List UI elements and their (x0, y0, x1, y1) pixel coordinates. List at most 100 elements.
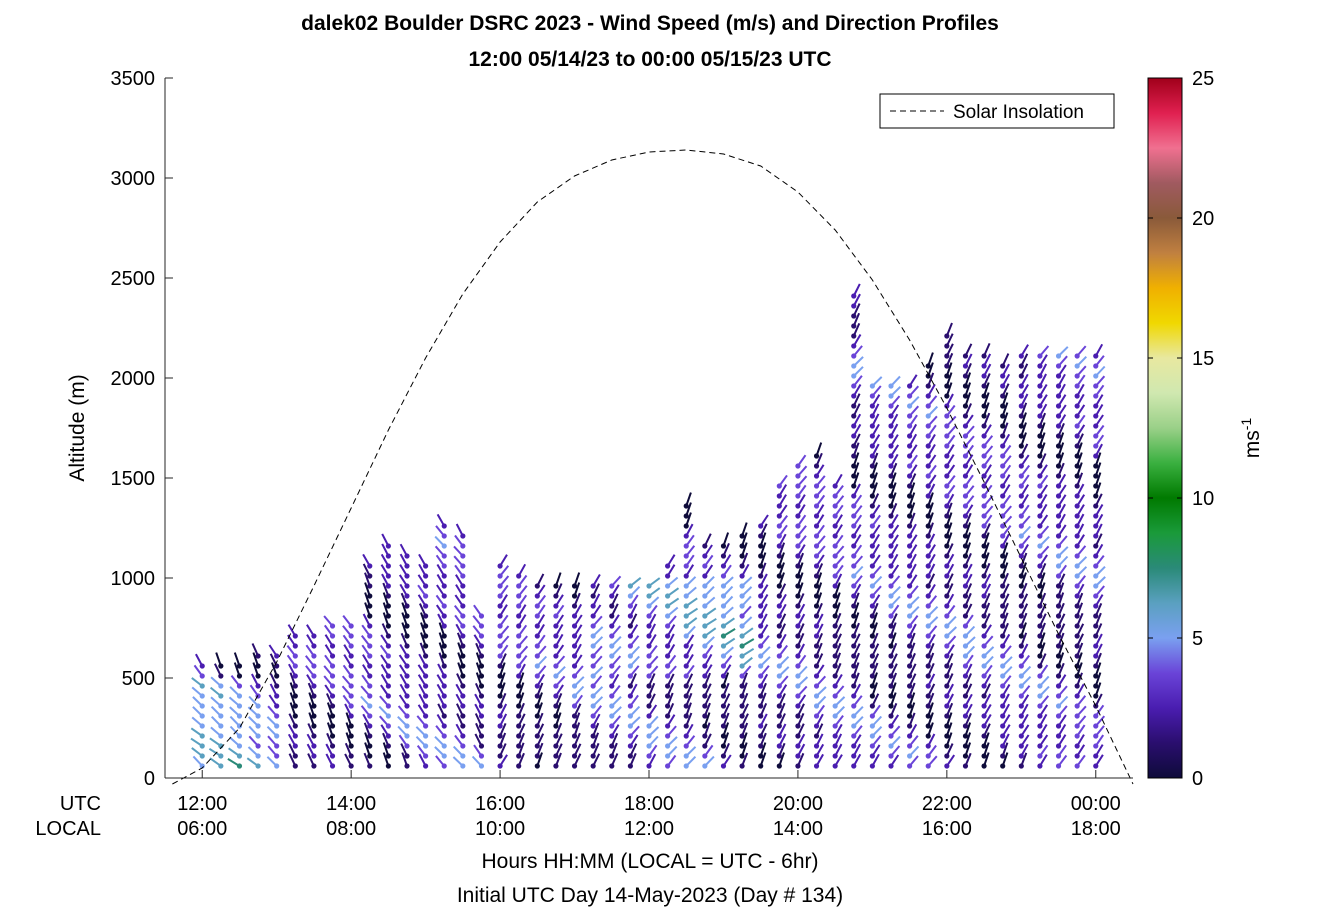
wind-barb-dot (776, 533, 782, 539)
wind-barb-dot (571, 733, 578, 739)
wind-barb-dot (1093, 423, 1099, 429)
wind-barb-dot (460, 603, 466, 609)
wind-barb-dot (571, 693, 578, 699)
wind-barb-dot (1037, 723, 1043, 729)
wind-barb-dot (1055, 373, 1062, 379)
wind-barb-dot (441, 653, 447, 659)
wind-barb-dot (907, 523, 913, 529)
wind-barb-dot (907, 533, 913, 539)
wind-barb-dot (423, 663, 429, 669)
wind-barb-dot (1074, 713, 1080, 719)
wind-barb-dot (739, 723, 745, 729)
wind-barb-dot (367, 683, 373, 689)
wind-barb-dot (739, 563, 745, 569)
wind-barb-dot (534, 663, 540, 669)
wind-barb-dot (553, 633, 559, 639)
wind-barb-dot (627, 623, 633, 629)
wind-barb-dot (590, 603, 596, 609)
wind-barb-dot (813, 473, 820, 479)
wind-barb-dot (1074, 463, 1080, 469)
wind-barb-dot (944, 753, 950, 759)
wind-barb-dot (460, 553, 466, 559)
wind-barb-dot (925, 623, 931, 629)
wind-barb-dot (776, 653, 782, 659)
wind-barb-dot (962, 543, 969, 549)
wind-barb-dot (255, 673, 261, 679)
wind-barb-dot (609, 753, 615, 759)
wind-barb-dot (795, 503, 801, 509)
wind-barb-dot (1093, 573, 1099, 579)
wind-barb-dot (1037, 563, 1043, 569)
wind-barb-dot (534, 673, 540, 679)
wind-barb-dot (683, 713, 689, 719)
wind-barb-dot (311, 713, 317, 719)
wind-barb-dot (813, 713, 820, 719)
wind-barb-dot (944, 743, 950, 749)
wind-barb-dot (813, 463, 820, 469)
wind-barb-dot (720, 583, 727, 589)
wind-barb-dot (851, 643, 857, 649)
wind-barb-dot (944, 333, 950, 339)
wind-barb-dot (683, 733, 689, 739)
wind-barb-dot (553, 713, 559, 719)
wind-barb-dot (683, 743, 689, 749)
wind-barb-dot (907, 433, 913, 439)
wind-barb-dot (739, 623, 745, 629)
wind-barb-dot (962, 733, 969, 739)
wind-barb-dot (329, 733, 336, 739)
wind-barb-dot (683, 563, 689, 569)
wind-barb-dot (1093, 723, 1099, 729)
wind-barb-dot (329, 763, 336, 769)
wind-barb-dot (981, 573, 987, 579)
wind-barb-dot (590, 613, 596, 619)
wind-barb-dot (1037, 423, 1043, 429)
wind-barb-dot (795, 463, 801, 469)
wind-barb-dot (646, 583, 652, 589)
wind-barb-dot (1093, 383, 1099, 389)
wind-barb-dot (1074, 443, 1080, 449)
wind-barb-dot (869, 403, 875, 409)
wind-barb-dot (218, 723, 224, 729)
wind-barb-dot (497, 683, 503, 689)
wind-barb-dot (236, 763, 243, 769)
wind-barb-dot (795, 563, 801, 569)
wind-barb-dot (944, 573, 950, 579)
wind-barb-dot (851, 653, 857, 659)
wind-barb-dot (851, 713, 857, 719)
wind-barb-dot (460, 683, 466, 689)
wind-barb-dot (925, 633, 931, 639)
wind-barb-dot (292, 753, 298, 759)
wind-barb-dot (962, 483, 969, 489)
wind-barb-dot (907, 743, 913, 749)
wind-barb-dot (776, 513, 782, 519)
wind-barb-dot (720, 643, 727, 649)
wind-barb-dot (274, 653, 280, 659)
wind-barb-dot (813, 613, 820, 619)
wind-barb-dot (944, 373, 950, 379)
wind-barb-dot (1074, 613, 1080, 619)
wind-barb-dot (460, 533, 466, 539)
wind-barb-dot (534, 593, 540, 599)
wind-barb-dot (609, 603, 615, 609)
wind-barb-dot (1037, 703, 1043, 709)
wind-barb-dot (460, 663, 466, 669)
wind-barb-dot (702, 633, 708, 639)
wind-barb-dot (1055, 613, 1062, 619)
wind-barb-dot (404, 573, 410, 579)
wind-barb-dot (571, 643, 578, 649)
wind-barb-dot (813, 653, 820, 659)
wind-barb-dot (720, 743, 727, 749)
wind-barb-dot (925, 593, 931, 599)
wind-barb-dot (1000, 383, 1006, 389)
wind-barb-dot (832, 683, 838, 689)
wind-barb-dot (962, 723, 969, 729)
wind-barb-dot (1055, 553, 1062, 559)
wind-barb-dot (851, 533, 857, 539)
wind-barb-dot (776, 643, 782, 649)
wind-barb-dot (609, 693, 615, 699)
wind-barb-dot (925, 703, 931, 709)
wind-barb-dot (739, 703, 745, 709)
wind-barb-dot (590, 643, 596, 649)
wind-barb-dot (1093, 353, 1099, 359)
wind-barb-dot (851, 453, 857, 459)
